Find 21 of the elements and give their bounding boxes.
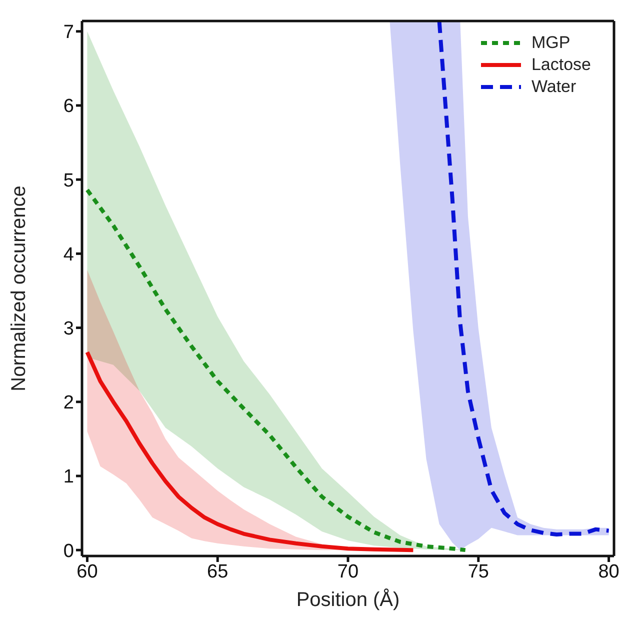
y-tick-label: 5 [63, 170, 74, 192]
y-tick-label: 4 [63, 244, 74, 266]
y-tick-label: 7 [63, 22, 74, 44]
legend-label: Water [531, 76, 576, 98]
x-tick-label: 75 [468, 561, 489, 582]
y-tick-label: 1 [63, 466, 74, 488]
x-tick-label: 70 [337, 561, 359, 582]
x-tick-label: 80 [598, 561, 620, 582]
y-tick-label: 2 [63, 392, 74, 414]
x-tick-label: 65 [207, 561, 228, 582]
legend-label: MGP [531, 32, 570, 54]
y-axis-title: Normalized occurrence [8, 186, 30, 392]
y-tick-label: 3 [63, 318, 74, 340]
y-tick-label: 6 [63, 96, 74, 118]
legend-label: Lactose [531, 54, 591, 76]
y-tick-label: 0 [63, 540, 74, 562]
line-series [437, 21, 611, 537]
x-tick-label: 60 [76, 561, 98, 582]
x-axis-title: Position (Å) [296, 588, 400, 611]
line-series [85, 350, 416, 552]
line-series [85, 188, 468, 552]
